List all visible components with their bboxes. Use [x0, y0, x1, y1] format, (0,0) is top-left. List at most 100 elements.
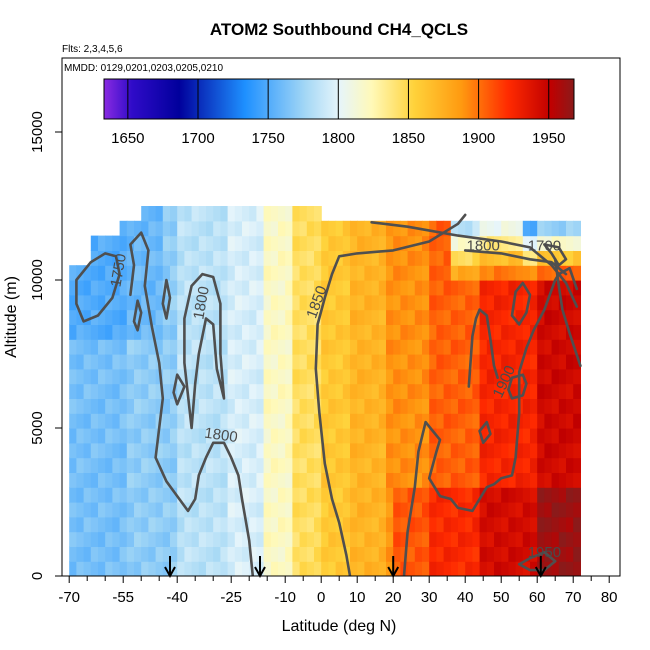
- heatmap-cell: [414, 265, 423, 281]
- heatmap-cell: [364, 265, 373, 281]
- heatmap-cell: [465, 472, 473, 488]
- heatmap-cell: [328, 324, 337, 340]
- heatmap-cell: [69, 472, 77, 488]
- heatmap-cell: [566, 398, 574, 414]
- heatmap-cell: [249, 502, 257, 518]
- heatmap-cell: [90, 324, 99, 340]
- heatmap-cell: [378, 502, 387, 518]
- heatmap-cell: [126, 516, 135, 533]
- heatmap-cell: [558, 516, 567, 533]
- heatmap-cell: [486, 428, 495, 444]
- heatmap-cell: [566, 428, 574, 444]
- heatmap-cell: [357, 324, 365, 340]
- heatmap-cell: [450, 546, 459, 562]
- heatmap-cell: [191, 324, 200, 340]
- heatmap-cell: [292, 428, 301, 444]
- heatmap-cell: [299, 235, 308, 251]
- x-tick-label: -25: [220, 589, 242, 606]
- heatmap-cell: [234, 265, 243, 281]
- heatmap-cell: [530, 309, 538, 325]
- heatmap-cell: [314, 280, 322, 296]
- heatmap-cell: [292, 309, 301, 325]
- heatmap-cell: [400, 546, 409, 562]
- heatmap-cell: [328, 457, 337, 473]
- heatmap-cell: [551, 368, 560, 385]
- heatmap-cell: [242, 324, 250, 340]
- heatmap-cell: [458, 457, 466, 473]
- heatmap-cell: [263, 472, 272, 488]
- heatmap-cell: [184, 206, 193, 222]
- heatmap-cell: [414, 457, 423, 473]
- heatmap-cell: [292, 487, 301, 503]
- heatmap-cell: [220, 472, 229, 488]
- heatmap-cell: [443, 250, 452, 266]
- heatmap-cell: [148, 413, 157, 429]
- heatmap-cell: [393, 250, 401, 266]
- colorbar-tick-label: 1750: [251, 130, 284, 147]
- y-tick-label: 10000: [29, 259, 46, 301]
- heatmap-cell: [220, 442, 229, 459]
- heatmap-cell: [213, 487, 221, 503]
- heatmap-cell: [105, 561, 113, 576]
- heatmap-cell: [378, 413, 387, 429]
- heatmap-cell: [364, 457, 373, 473]
- heatmap-cell: [515, 502, 524, 518]
- heatmap-cell: [450, 220, 459, 237]
- heatmap-cell: [263, 502, 272, 518]
- heatmap-cell: [306, 235, 315, 251]
- heatmap-cell: [314, 457, 322, 473]
- heatmap-cell: [148, 220, 157, 237]
- heatmap-cell: [522, 516, 531, 533]
- heatmap-cell: [486, 383, 495, 399]
- heatmap-cell: [515, 561, 524, 576]
- heatmap-cell: [328, 472, 337, 488]
- heatmap-cell: [69, 546, 77, 562]
- heatmap-cell: [98, 354, 106, 370]
- heatmap-cell: [566, 368, 574, 385]
- heatmap-cell: [429, 220, 437, 237]
- heatmap-cell: [263, 442, 272, 459]
- heatmap-cell: [134, 516, 142, 533]
- heatmap-cell: [400, 235, 409, 251]
- heatmap-cell: [429, 294, 437, 311]
- heatmap-cell: [321, 235, 329, 251]
- heatmap-cell: [170, 442, 178, 459]
- x-tick-label: -55: [112, 589, 134, 606]
- heatmap-cell: [83, 339, 92, 355]
- heatmap-cell: [148, 294, 157, 311]
- heatmap-cell: [350, 250, 358, 266]
- heatmap-cell: [184, 324, 193, 340]
- heatmap-cell: [458, 339, 466, 355]
- heatmap-cell: [530, 502, 538, 518]
- heatmap-cell: [198, 368, 207, 385]
- heatmap-cell: [299, 502, 308, 518]
- heatmap-cell: [472, 561, 481, 576]
- heatmap-cell: [263, 206, 272, 222]
- heatmap-cell: [386, 235, 394, 251]
- heatmap-cell: [522, 235, 531, 251]
- heatmap-cell: [177, 235, 185, 251]
- heatmap-cell: [371, 235, 380, 251]
- heatmap-cell: [321, 354, 329, 370]
- heatmap-cell: [270, 487, 279, 503]
- heatmap-cell: [126, 220, 135, 237]
- heatmap-cell: [285, 413, 293, 429]
- heatmap-cell: [335, 265, 344, 281]
- heatmap-cell: [242, 442, 250, 459]
- heatmap-cell: [134, 354, 142, 370]
- heatmap-cell: [314, 472, 322, 488]
- heatmap-cell: [558, 383, 567, 399]
- heatmap-cell: [220, 280, 229, 296]
- heatmap-cell: [494, 561, 502, 576]
- heatmap-cell: [76, 472, 85, 488]
- heatmap-cell: [479, 354, 488, 370]
- heatmap-cell: [83, 354, 92, 370]
- heatmap-cell: [69, 442, 77, 459]
- heatmap-cell: [148, 457, 157, 473]
- heatmap-cell: [141, 309, 149, 325]
- heatmap-cell: [141, 383, 149, 399]
- heatmap-cell: [105, 265, 113, 281]
- heatmap-cell: [162, 502, 171, 518]
- heatmap-cell: [350, 368, 358, 385]
